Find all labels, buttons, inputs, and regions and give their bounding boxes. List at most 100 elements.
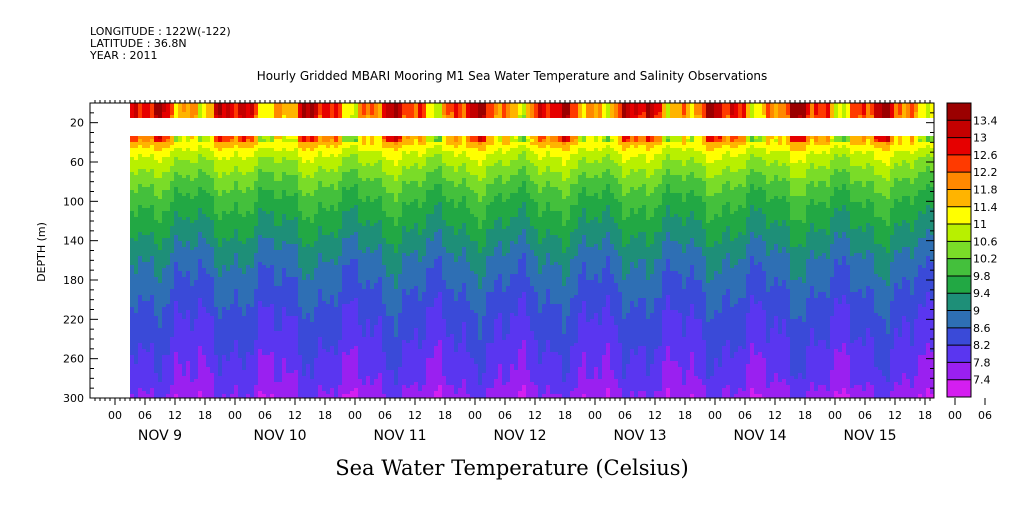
heatmap-cell: [210, 346, 214, 349]
heatmap-cell: [230, 325, 234, 328]
heatmap-cell: [170, 232, 174, 235]
heatmap-cell: [158, 262, 162, 265]
heatmap-cell: [270, 136, 274, 139]
heatmap-cell: [318, 103, 322, 106]
heatmap-cell: [142, 277, 146, 280]
heatmap-cell: [278, 271, 282, 274]
heatmap-cell: [338, 205, 342, 208]
heatmap-cell: [130, 385, 134, 388]
heatmap-cell: [262, 343, 266, 346]
heatmap-cell: [186, 181, 190, 184]
heatmap-cell: [206, 148, 210, 151]
heatmap-cell: [274, 199, 278, 202]
heatmap-cell: [142, 163, 146, 166]
heatmap-cell: [314, 286, 318, 289]
heatmap-cell: [218, 163, 222, 166]
heatmap-cell: [182, 115, 186, 118]
heatmap-cell: [166, 211, 170, 214]
heatmap-cell: [338, 187, 342, 190]
heatmap-cell: [138, 361, 142, 364]
heatmap-cell: [150, 247, 154, 250]
heatmap-cell: [254, 379, 258, 382]
heatmap-cell: [210, 157, 214, 160]
heatmap-cell: [190, 286, 194, 289]
heatmap-cell: [218, 310, 222, 313]
heatmap-cell: [262, 370, 266, 373]
heatmap-cell: [138, 196, 142, 199]
heatmap-cell: [134, 166, 138, 169]
heatmap-cell: [270, 286, 274, 289]
heatmap-cell: [254, 337, 258, 340]
heatmap-cell: [162, 364, 166, 367]
heatmap-cell: [270, 193, 274, 196]
heatmap-cell: [154, 355, 158, 358]
heatmap-cell: [286, 385, 290, 388]
heatmap-cell: [234, 259, 238, 262]
heatmap-cell: [330, 328, 334, 331]
heatmap-cell: [202, 358, 206, 361]
heatmap-cell: [310, 205, 314, 208]
heatmap-cell: [250, 169, 254, 172]
heatmap-cell: [194, 295, 198, 298]
heatmap-cell: [270, 388, 274, 391]
heatmap-cell: [298, 337, 302, 340]
heatmap-cell: [214, 250, 218, 253]
heatmap-cell: [142, 217, 146, 220]
heatmap-cell: [194, 217, 198, 220]
heatmap-cell: [222, 139, 226, 142]
heatmap-cell: [230, 106, 234, 109]
heatmap-cell: [310, 292, 314, 295]
heatmap-cell: [174, 208, 178, 211]
heatmap-cell: [298, 346, 302, 349]
heatmap-cell: [198, 241, 202, 244]
heatmap-cell: [222, 238, 226, 241]
heatmap-cell: [182, 220, 186, 223]
heatmap-cell: [170, 142, 174, 145]
heatmap-cell: [238, 259, 242, 262]
heatmap-cell: [190, 172, 194, 175]
heatmap-cell: [294, 205, 298, 208]
heatmap-cell: [278, 301, 282, 304]
heatmap-cell: [202, 244, 206, 247]
heatmap-cell: [186, 214, 190, 217]
heatmap-cell: [222, 262, 226, 265]
heatmap-cell: [254, 214, 258, 217]
heatmap-cell: [302, 367, 306, 370]
heatmap-cell: [322, 214, 326, 217]
heatmap-cell: [326, 340, 330, 343]
heatmap-cell: [318, 379, 322, 382]
heatmap-cell: [242, 313, 246, 316]
heatmap-cell: [154, 187, 158, 190]
heatmap-cell: [342, 304, 346, 307]
heatmap-cell: [230, 322, 234, 325]
heatmap-cell: [218, 355, 222, 358]
heatmap-cell: [138, 376, 142, 379]
heatmap-cell: [150, 388, 154, 391]
heatmap-cell: [334, 277, 338, 280]
heatmap-cell: [294, 202, 298, 205]
heatmap-cell: [210, 142, 214, 145]
heatmap-cell: [290, 136, 294, 139]
heatmap-cell: [218, 388, 222, 391]
heatmap-cell: [206, 178, 210, 181]
heatmap-cell: [330, 361, 334, 364]
heatmap-cell: [314, 190, 318, 193]
heatmap-cell: [166, 175, 170, 178]
heatmap-cell: [266, 148, 270, 151]
heatmap-cell: [274, 388, 278, 391]
heatmap-cell: [234, 160, 238, 163]
heatmap-cell: [230, 199, 234, 202]
heatmap-cell: [306, 382, 310, 385]
heatmap-cell: [294, 259, 298, 262]
heatmap-cell: [186, 325, 190, 328]
heatmap-cell: [290, 367, 294, 370]
heatmap-cell: [210, 196, 214, 199]
heatmap-cell: [146, 169, 150, 172]
heatmap-cell: [306, 340, 310, 343]
heatmap-cell: [290, 394, 294, 397]
heatmap-cell: [130, 376, 134, 379]
heatmap-cell: [254, 196, 258, 199]
heatmap-cell: [218, 175, 222, 178]
heatmap-cell: [150, 178, 154, 181]
heatmap-cell: [158, 295, 162, 298]
